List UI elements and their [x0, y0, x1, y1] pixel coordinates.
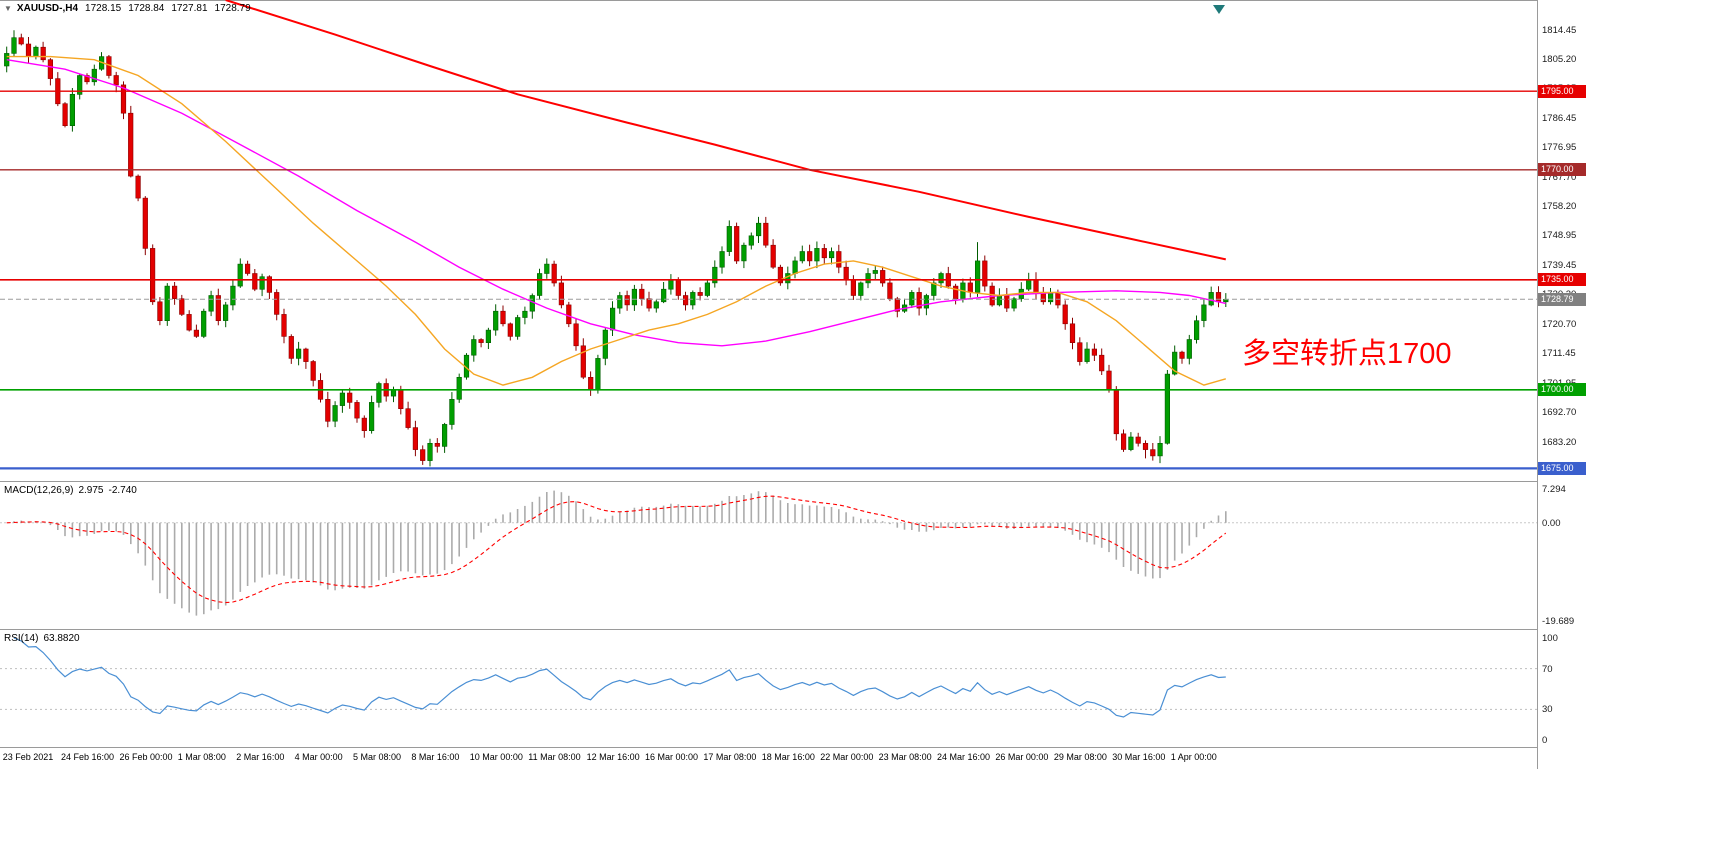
high-value: 1728.84 [128, 3, 165, 14]
price-level-tag[interactable]: 1735.00 [1538, 273, 1586, 287]
price-tick-label: 1683.20 [1542, 437, 1577, 449]
time-label: 4 Mar 00:00 [294, 752, 343, 762]
rsi-axis-label: 100 [1542, 633, 1558, 644]
time-label: 2 Mar 16:00 [236, 752, 285, 762]
time-label: 23 Feb 2021 [2, 752, 54, 762]
collapse-chart-icon[interactable]: ▼ [4, 4, 12, 13]
time-label: 24 Feb 16:00 [61, 752, 115, 762]
price-axis[interactable]: 1814.451805.201795.951786.451776.951767.… [1537, 0, 1725, 769]
price-tick-label: 1776.95 [1542, 142, 1577, 154]
price-tick-label: 1711.45 [1542, 348, 1576, 360]
macd-signal-line [6, 495, 1227, 604]
rsi-line [13, 637, 1226, 718]
low-value: 1727.81 [171, 3, 208, 14]
macd-panel-canvas[interactable] [0, 482, 1537, 629]
symbol-period-label: XAUUSD-,H4 [16, 3, 79, 14]
fast-ma-line [6, 55, 1226, 386]
macd-histogram [13, 490, 1227, 616]
price-level-tag[interactable]: 1700.00 [1538, 383, 1586, 397]
time-label: 5 Mar 08:00 [353, 752, 402, 762]
macd-axis-label: 0.00 [1542, 517, 1561, 529]
time-label: 11 Mar 08:00 [528, 752, 581, 762]
price-tick-label: 1814.45 [1542, 24, 1577, 36]
price-tick-label: 1720.70 [1542, 319, 1577, 331]
close-value: 1728.79 [214, 3, 251, 14]
time-label: 12 Mar 16:00 [586, 752, 640, 762]
time-label: 10 Mar 00:00 [469, 752, 523, 762]
macd-panel-border [0, 481, 1725, 482]
macd-label: MACD(12,26,9) [4, 485, 74, 496]
time-label: 18 Mar 16:00 [761, 752, 815, 762]
macd-signal-value: -2.740 [108, 485, 137, 496]
price-tick-label: 1805.20 [1542, 53, 1577, 65]
rsi-axis-label: 30 [1542, 704, 1553, 716]
price-chart-canvas[interactable] [0, 0, 1537, 481]
current-price-tag: 1728.79 [1538, 292, 1586, 306]
price-tick-label: 1739.45 [1542, 260, 1577, 272]
price-tick-label: 1692.70 [1542, 407, 1577, 419]
time-label: 30 Mar 16:00 [1112, 752, 1166, 762]
price-tick-label: 1767.70 [1542, 171, 1577, 183]
macd-axis-label: 7.294 [1542, 484, 1566, 495]
time-label: 26 Mar 00:00 [995, 752, 1049, 762]
rsi-label-row: RSI(14) 63.8820 [4, 633, 85, 644]
time-label: 1 Mar 08:00 [177, 752, 226, 762]
macd-label-row: MACD(12,26,9) 2.975 -2.740 [4, 485, 142, 496]
open-value: 1728.15 [85, 3, 122, 14]
time-label: 24 Mar 16:00 [937, 752, 991, 762]
window-top-border [0, 0, 1725, 1]
rsi-axis-label: 70 [1542, 663, 1553, 675]
price-tick-label: 1758.20 [1542, 201, 1577, 213]
time-label: 26 Feb 00:00 [119, 752, 173, 762]
rsi-label: RSI(14) [4, 633, 39, 644]
price-level-tag[interactable]: 1770.00 [1538, 163, 1586, 177]
time-label: 29 Mar 08:00 [1053, 752, 1107, 762]
time-label: 8 Mar 16:00 [411, 752, 460, 762]
candles [4, 30, 1229, 467]
rsi-value: 63.8820 [43, 633, 80, 644]
time-axis[interactable]: 23 Feb 2021 24 Feb 16:00 26 Feb 00:00 1 Mar… [0, 747, 1725, 770]
price-level-tag[interactable]: 1795.00 [1538, 84, 1586, 98]
chart-annotation-text: 多空转折点1700 [1242, 338, 1452, 370]
price-tick-label: 1748.95 [1542, 230, 1577, 242]
price-level-tag[interactable]: 1675.00 [1538, 461, 1586, 475]
time-label: 23 Mar 08:00 [878, 752, 932, 762]
rsi-panel-border [0, 629, 1725, 630]
horizontal-level-lines[interactable] [0, 90, 1537, 470]
time-label: 1 Apr 00:00 [1170, 752, 1217, 762]
slow-ma-line [225, 0, 1227, 261]
time-label: 16 Mar 00:00 [645, 752, 699, 762]
rsi-panel-canvas[interactable] [0, 630, 1537, 747]
price-tick-label: 1786.45 [1542, 112, 1577, 124]
time-label: 22 Mar 00:00 [820, 752, 874, 762]
rsi-axis-label: 0 [1542, 735, 1548, 746]
chart-title: ▼ XAUUSD-,H4 1728.15 1728.84 1727.81 1728.79 [4, 3, 251, 14]
macd-axis-label: -19.689 [1542, 616, 1575, 627]
chart-shift-marker-icon[interactable] [1213, 5, 1225, 14]
time-label: 17 Mar 08:00 [703, 752, 757, 762]
macd-value: 2.975 [78, 485, 104, 496]
